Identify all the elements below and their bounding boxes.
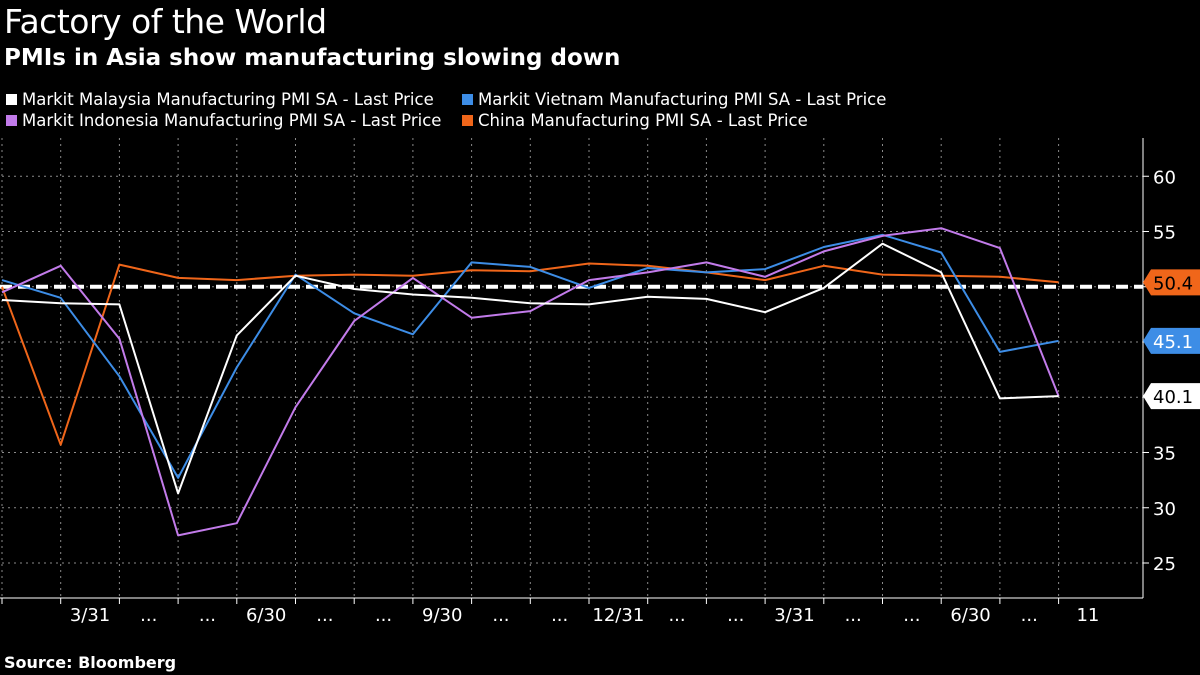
x-tick-label: ... — [668, 605, 685, 626]
source-note: Source: Bloomberg — [4, 653, 177, 672]
china-last-value-label-box — [1143, 269, 1200, 296]
x-tick-label: ... — [199, 605, 216, 626]
legend-item-malaysia: Markit Malaysia Manufacturing PMI SA - L… — [6, 90, 462, 109]
series-line-malaysia — [1, 242, 1059, 495]
series-line-china — [1, 262, 1059, 446]
legend-item-indonesia: Markit Indonesia Manufacturing PMI SA - … — [6, 111, 462, 130]
legend-item-vietnam: Markit Vietnam Manufacturing PMI SA - La… — [462, 90, 922, 109]
legend-swatch-china — [462, 115, 473, 126]
x-tick-label: 9/30 — [422, 605, 462, 626]
y-tick-label: 55 — [1153, 223, 1176, 244]
x-tick-label: 12/31 — [592, 605, 644, 626]
vietnam-last-value-label: 45.1 — [1153, 332, 1193, 353]
y-tick-label: 35 — [1153, 444, 1176, 465]
legend-swatch-indonesia — [6, 115, 17, 126]
malaysia-last-value-label: 40.1 — [1153, 387, 1193, 408]
legend-swatch-malaysia — [6, 94, 17, 105]
x-tick-label: ... — [1021, 605, 1038, 626]
x-tick-label: 11 — [1076, 605, 1099, 626]
series-line-vietnam — [1, 233, 1059, 479]
y-tick-label: 25 — [1153, 554, 1176, 575]
vietnam-last-value-label-box — [1143, 327, 1200, 354]
legend-swatch-vietnam — [462, 94, 473, 105]
x-tick-label: ... — [551, 605, 568, 626]
x-tick-label: ... — [375, 605, 392, 626]
x-tick-label: ... — [727, 605, 744, 626]
malaysia-last-value-label-box — [1143, 383, 1200, 410]
y-tick-label: 60 — [1153, 167, 1176, 188]
x-tick-label: 3/31 — [70, 605, 110, 626]
x-tick-label: ... — [140, 605, 157, 626]
x-tick-label: 6/30 — [950, 605, 990, 626]
x-tick-label: ... — [316, 605, 333, 626]
y-tick-label: 30 — [1153, 499, 1176, 520]
x-tick-label: ... — [845, 605, 862, 626]
x-tick-label: 3/31 — [774, 605, 814, 626]
legend-label-indonesia: Markit Indonesia Manufacturing PMI SA - … — [22, 111, 442, 130]
chart-subtitle: PMIs in Asia show manufacturing slowing … — [4, 45, 621, 71]
legend-label-vietnam: Markit Vietnam Manufacturing PMI SA - La… — [478, 90, 887, 109]
china-last-value-label: 50.4 — [1153, 273, 1193, 294]
x-tick-label: ... — [492, 605, 509, 626]
legend-label-malaysia: Markit Malaysia Manufacturing PMI SA - L… — [22, 90, 434, 109]
legend-label-china: China Manufacturing PMI SA - Last Price — [478, 111, 808, 130]
x-tick-label: 6/30 — [246, 605, 286, 626]
chart-legend: Markit Malaysia Manufacturing PMI SA - L… — [6, 90, 922, 130]
x-tick-label: ... — [903, 605, 920, 626]
legend-item-china: China Manufacturing PMI SA - Last Price — [462, 111, 922, 130]
chart-title: Factory of the World — [4, 2, 327, 41]
series-line-indonesia — [1, 227, 1060, 537]
